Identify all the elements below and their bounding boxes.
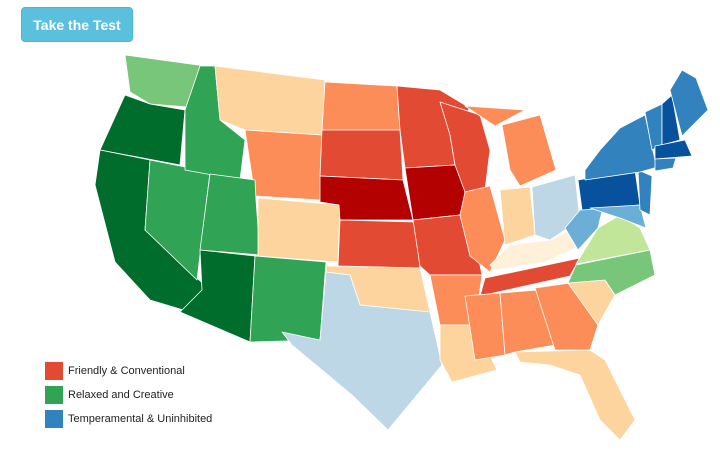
nc (567, 249, 656, 296)
co (257, 197, 341, 263)
ga (534, 282, 599, 351)
wa (124, 54, 206, 109)
wy (244, 129, 323, 201)
il (459, 185, 506, 273)
md (589, 204, 647, 229)
mi (501, 114, 557, 187)
nm (249, 255, 327, 343)
me (669, 69, 709, 137)
mi-up (464, 105, 526, 127)
tx (281, 271, 443, 431)
legend-item: Friendly & Conventional (45, 359, 212, 383)
az (179, 249, 256, 343)
legend-swatch (45, 362, 63, 380)
nh (661, 94, 681, 146)
take-test-button[interactable]: Take the Test (21, 7, 133, 42)
legend: Friendly & Conventional Relaxed and Creat… (45, 359, 212, 431)
tn (479, 257, 581, 297)
ct (654, 157, 677, 172)
legend-item: Relaxed and Creative (45, 383, 212, 407)
nd (321, 81, 401, 131)
legend-label: Temperamental & Uninhibited (68, 413, 213, 425)
sd (319, 129, 404, 181)
legend-label: Friendly & Conventional (68, 365, 185, 377)
states (94, 54, 709, 441)
in (499, 186, 536, 246)
mt (214, 65, 326, 136)
wv (564, 206, 604, 251)
ut (199, 173, 261, 256)
legend-swatch (45, 386, 63, 404)
nj (637, 169, 653, 216)
fl (514, 349, 636, 441)
legend-item: Temperamental & Uninhibited (45, 407, 212, 431)
ma (654, 139, 693, 160)
oh (531, 174, 581, 241)
or (99, 94, 186, 166)
legend-label: Relaxed and Creative (68, 389, 174, 401)
ks (337, 219, 421, 269)
legend-swatch (45, 410, 63, 428)
